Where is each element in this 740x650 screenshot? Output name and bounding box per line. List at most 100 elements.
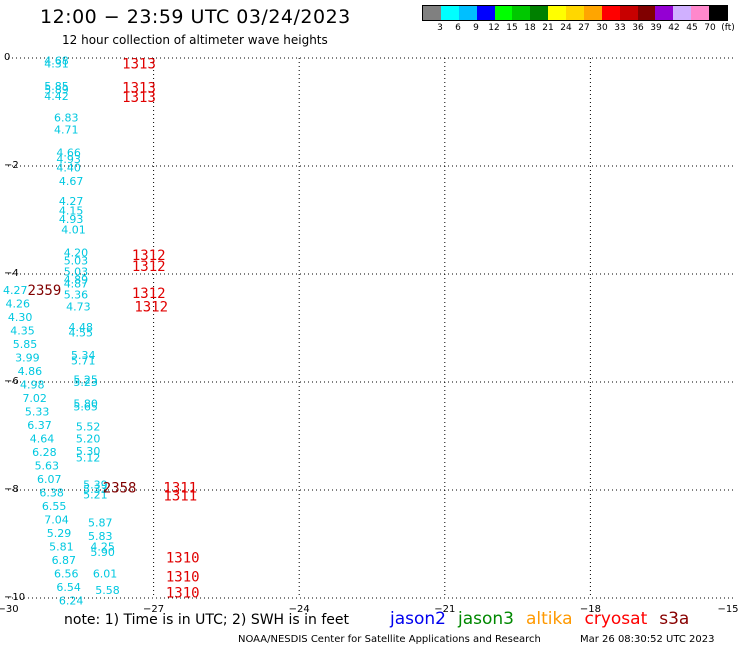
wave-height-value: 5.21	[83, 488, 108, 501]
legend-swatch	[601, 6, 620, 20]
wave-height-value: 4.71	[54, 123, 79, 136]
x-tick-label: −24	[289, 604, 310, 615]
wave-height-value: 4.48	[69, 321, 94, 334]
x-tick-label: −15	[717, 604, 738, 615]
wave-height-value: 5.20	[76, 433, 101, 446]
pass-time-label: 1312	[132, 286, 166, 302]
legend-label: (ft)	[721, 23, 735, 33]
y-tick-label: −6	[4, 376, 19, 387]
wave-height-value: 6.55	[42, 500, 67, 513]
chart-title: 12:00 − 23:59 UTC 03/24/2023	[40, 6, 351, 28]
y-tick-label: −10	[4, 592, 25, 603]
legend-label: 30	[596, 23, 608, 33]
wave-height-value: 5.39	[83, 479, 108, 492]
satellite-cryosat: cryosat	[584, 609, 648, 629]
pass-time-label: 1312	[134, 299, 168, 315]
wave-height-value: 3.99	[15, 352, 40, 365]
legend-swatch	[583, 6, 602, 20]
wave-height-value: 6.28	[32, 446, 57, 459]
wave-height-value: 5.83	[88, 530, 113, 543]
wave-height-value: 4.42	[44, 90, 69, 103]
legend-swatch	[637, 6, 656, 20]
wave-height-value: 6.37	[27, 419, 52, 432]
wave-height-value: 7.04	[44, 514, 69, 527]
wave-height-value: 4.40	[56, 162, 81, 175]
wave-height-value: 5.85	[13, 338, 38, 351]
wave-height-value: 4.27	[59, 195, 84, 208]
legend-swatch	[512, 6, 531, 20]
legend-swatch	[709, 6, 727, 20]
pass-time-label: 1313	[122, 90, 156, 106]
wave-height-value: 4.87	[64, 278, 89, 291]
pass-time-label: 1313	[122, 81, 156, 97]
chart-subtitle: 12 hour collection of altimeter wave hei…	[62, 33, 328, 47]
footer-note: note: 1) Time is in UTC; 2) SWH is in fe…	[64, 612, 350, 628]
legend-label: 42	[668, 23, 680, 33]
wave-height-value: 4.67	[59, 175, 84, 188]
wave-height-value: 5.85	[44, 80, 69, 93]
wave-height-value: 5.71	[71, 354, 96, 367]
wave-height-value: 5.29	[47, 527, 72, 540]
pass-time-label: 1310	[166, 569, 200, 585]
wave-height-value: 5.89	[44, 83, 69, 96]
pass-time-label: 1311	[163, 488, 197, 504]
pass-time-label: 2358	[103, 480, 137, 496]
wave-height-value: 5.65	[73, 400, 98, 413]
satellite-legend: jason2 jason3 altika cryosat s3a	[390, 609, 701, 629]
wave-height-value: 4.35	[10, 325, 35, 338]
wave-height-value: 4.68	[44, 55, 69, 68]
legend-label: 12	[488, 23, 500, 33]
wave-height-value: 4.01	[61, 224, 86, 237]
legend-swatch	[655, 6, 674, 20]
legend-label: 70	[704, 23, 716, 33]
wave-height-value: 6.87	[52, 554, 77, 567]
wave-height-value: 5.90	[90, 546, 115, 559]
wave-height-value: 6.83	[54, 111, 79, 124]
legend-color-bar	[422, 5, 728, 21]
y-tick-label: 0	[4, 52, 10, 63]
wave-height-value: 4.20	[64, 246, 89, 259]
wave-height-value: 6.07	[37, 473, 62, 486]
wave-height-value: 5.25	[73, 373, 98, 386]
wave-height-value: 6.54	[56, 581, 81, 594]
legend-label: 9	[473, 23, 479, 33]
wave-height-value: 6.38	[39, 487, 64, 500]
satellite-altika: altika	[526, 609, 573, 629]
pass-time-label: 1310	[166, 586, 200, 602]
wave-height-value: 5.36	[64, 289, 89, 302]
legend-label: 27	[578, 23, 590, 33]
wave-height-value: 5.80	[73, 398, 98, 411]
legend-label: 36	[632, 23, 644, 33]
wave-height-value: 4.25	[90, 541, 115, 554]
x-tick-label: −30	[0, 604, 19, 615]
legend-label: 39	[650, 23, 662, 33]
wave-height-value: 4.27	[3, 284, 28, 297]
legend-label: 6	[455, 23, 461, 33]
wave-height-value: 4.64	[30, 433, 55, 446]
wave-height-value: 5.03	[64, 255, 89, 268]
legend-label: 45	[686, 23, 698, 33]
legend-swatch	[673, 6, 692, 20]
legend-label: 15	[506, 23, 518, 33]
legend-swatch	[548, 6, 566, 20]
legend-label: 33	[614, 23, 626, 33]
pass-time-label: 1312	[132, 248, 166, 264]
legend-swatch	[566, 6, 584, 20]
credit-line: NOAA/NESDIS Center for Satellite Applica…	[238, 634, 541, 645]
wave-height-value: 5.33	[25, 406, 50, 419]
wave-height-value: 5.33	[83, 483, 108, 496]
generated-time: Mar 26 08:30:52 UTC 2023	[580, 634, 715, 645]
satellite-jason2: jason2	[390, 609, 446, 629]
satellite-s3a: s3a	[659, 609, 690, 629]
legend-swatch	[440, 6, 459, 20]
wave-height-value: 6.01	[93, 568, 118, 581]
y-tick-label: −8	[4, 484, 19, 495]
y-tick-label: −2	[4, 160, 19, 171]
wave-height-value: 5.12	[76, 452, 101, 465]
wave-height-values: 4.684.315.855.894.426.834.714.664.934.40…	[3, 55, 120, 608]
wave-height-value: 5.81	[49, 541, 74, 554]
pass-time-labels: 1313131313131312131213121312131113111310…	[28, 56, 200, 601]
wave-height-value: 6.24	[59, 595, 84, 608]
wave-height-value: 4.86	[18, 365, 43, 378]
pass-time-label: 1311	[163, 480, 197, 496]
